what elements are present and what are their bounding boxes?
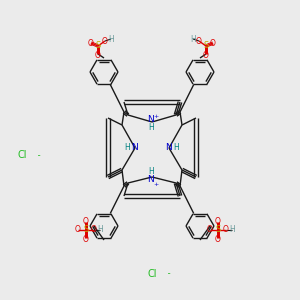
Text: H: H <box>124 142 130 152</box>
Text: N: N <box>132 142 138 152</box>
Text: H: H <box>229 226 235 235</box>
Text: O: O <box>215 235 221 244</box>
Text: H: H <box>173 142 179 152</box>
Text: S: S <box>83 226 88 235</box>
Text: N: N <box>148 116 154 124</box>
Text: H: H <box>148 167 154 176</box>
Text: O: O <box>215 217 221 226</box>
Text: S: S <box>95 41 101 50</box>
Text: H: H <box>108 34 114 43</box>
Text: Cl: Cl <box>148 269 158 279</box>
Text: O: O <box>196 37 202 46</box>
Text: H: H <box>148 124 154 133</box>
Text: -: - <box>165 269 171 278</box>
Text: S: S <box>203 41 208 50</box>
Text: O: O <box>102 37 108 46</box>
Text: O: O <box>88 38 94 47</box>
Text: O: O <box>95 50 101 59</box>
Text: S: S <box>215 226 220 235</box>
Text: O: O <box>223 226 229 235</box>
Text: Cl: Cl <box>18 150 28 160</box>
Text: O: O <box>207 226 213 235</box>
Text: O: O <box>210 38 216 47</box>
Text: -: - <box>35 151 40 160</box>
Text: O: O <box>83 217 89 226</box>
Text: +: + <box>153 182 159 187</box>
Text: H: H <box>190 34 196 43</box>
Text: N: N <box>148 175 154 184</box>
Text: N: N <box>166 142 172 152</box>
Text: O: O <box>91 226 97 235</box>
Text: +: + <box>153 113 159 119</box>
Text: H: H <box>97 226 103 235</box>
Text: O: O <box>83 235 89 244</box>
Text: O: O <box>203 50 209 59</box>
Text: O: O <box>75 226 81 235</box>
